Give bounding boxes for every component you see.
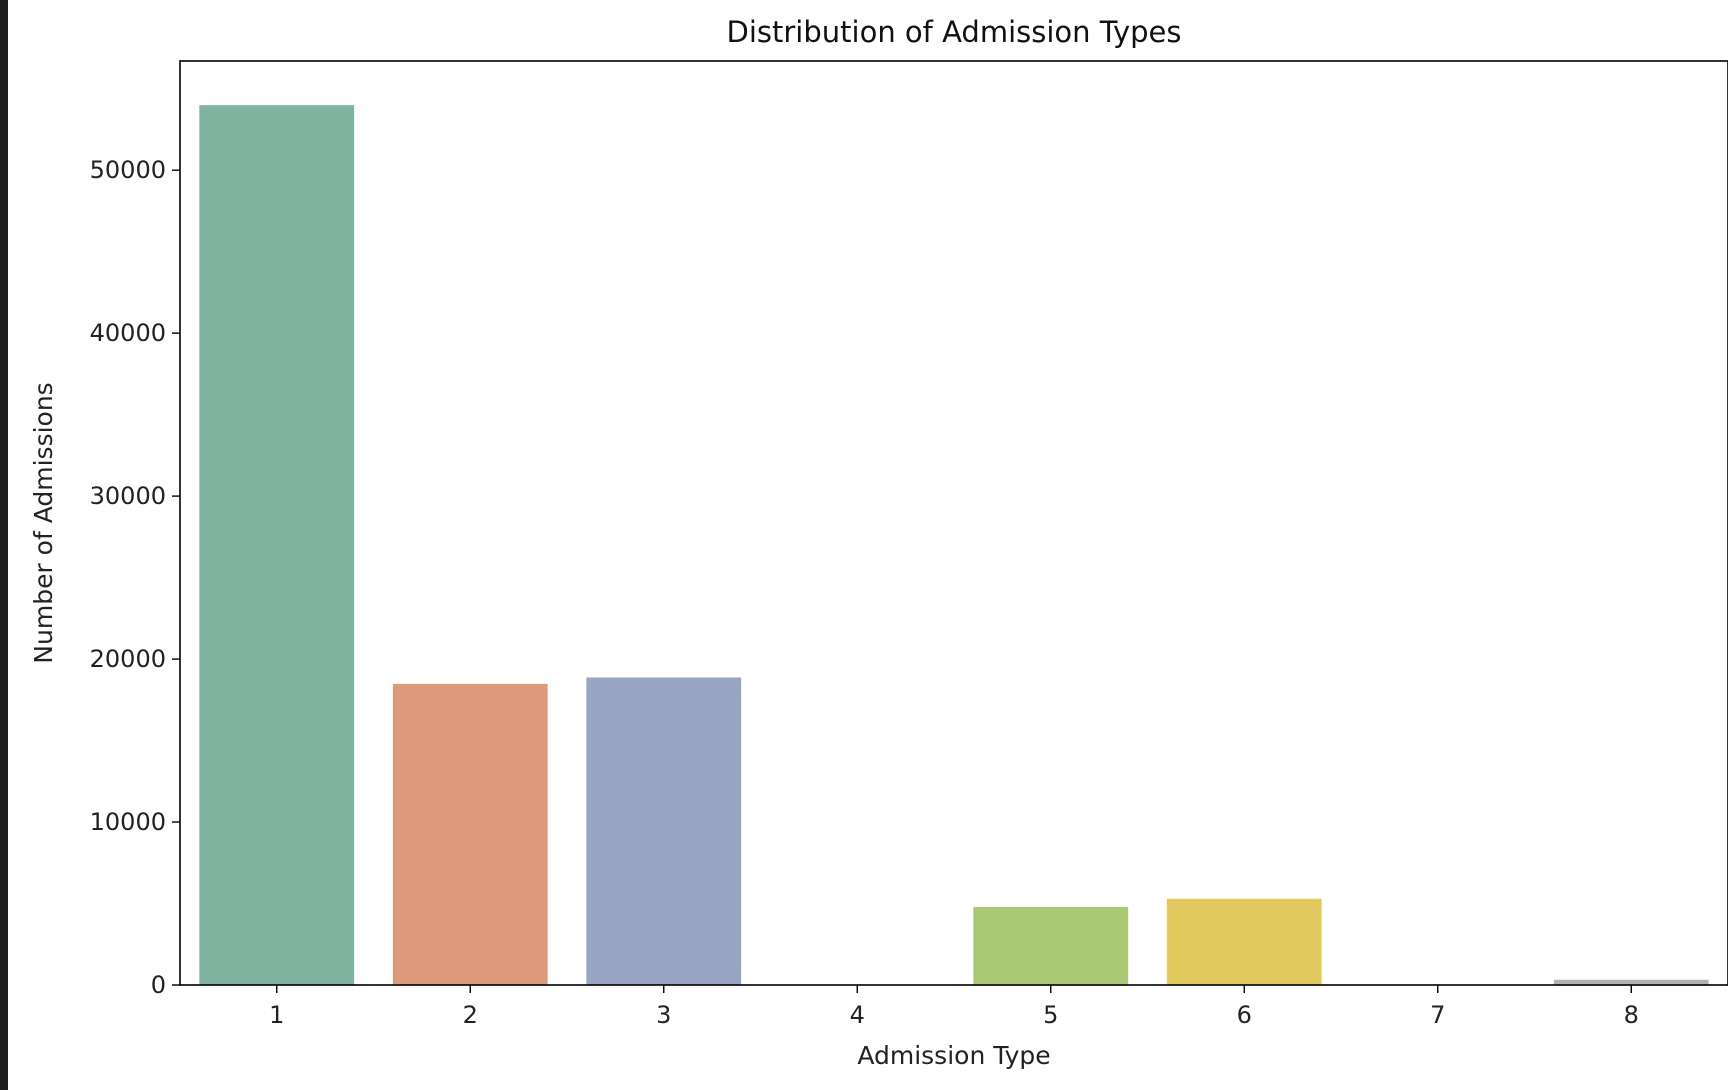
x-tick-label: 7 bbox=[1430, 1001, 1445, 1029]
x-tick-label: 8 bbox=[1624, 1001, 1639, 1029]
y-axis-label: Number of Admissions bbox=[29, 382, 58, 663]
y-tick-label: 30000 bbox=[90, 482, 166, 510]
y-tick-label: 50000 bbox=[90, 156, 166, 184]
bar-chart: 0 10000 20000 30000 40000 50000 1 2 3 4 5 6 7 8 Dist… bbox=[29, 15, 1728, 1070]
x-tick-label: 4 bbox=[850, 1001, 865, 1029]
x-tick-label: 3 bbox=[656, 1001, 671, 1029]
bar-2 bbox=[392, 683, 548, 985]
y-tick-label: 0 bbox=[151, 971, 166, 999]
x-tick-label: 1 bbox=[269, 1001, 284, 1029]
bar-8 bbox=[1553, 979, 1709, 985]
y-tick-label: 40000 bbox=[90, 319, 166, 347]
y-axis: 0 10000 20000 30000 40000 50000 bbox=[90, 156, 180, 999]
bar-3 bbox=[586, 677, 742, 985]
x-tick-label: 5 bbox=[1043, 1001, 1058, 1029]
bar-1 bbox=[199, 105, 355, 985]
x-axis-label: Admission Type bbox=[857, 1041, 1050, 1070]
y-tick-label: 10000 bbox=[90, 808, 166, 836]
plot-frame bbox=[179, 60, 1728, 986]
bar-5 bbox=[973, 906, 1129, 985]
bar-6 bbox=[1166, 898, 1322, 985]
x-axis: 1 2 3 4 5 6 7 8 bbox=[269, 985, 1639, 1029]
chart-title: Distribution of Admission Types bbox=[727, 15, 1182, 49]
y-tick-label: 20000 bbox=[90, 645, 166, 673]
x-tick-label: 6 bbox=[1237, 1001, 1252, 1029]
bars-layer bbox=[199, 105, 1709, 985]
chart-figure: 0 10000 20000 30000 40000 50000 1 2 3 4 5 6 7 8 Dist… bbox=[8, 0, 1728, 1090]
x-tick-label: 2 bbox=[463, 1001, 478, 1029]
